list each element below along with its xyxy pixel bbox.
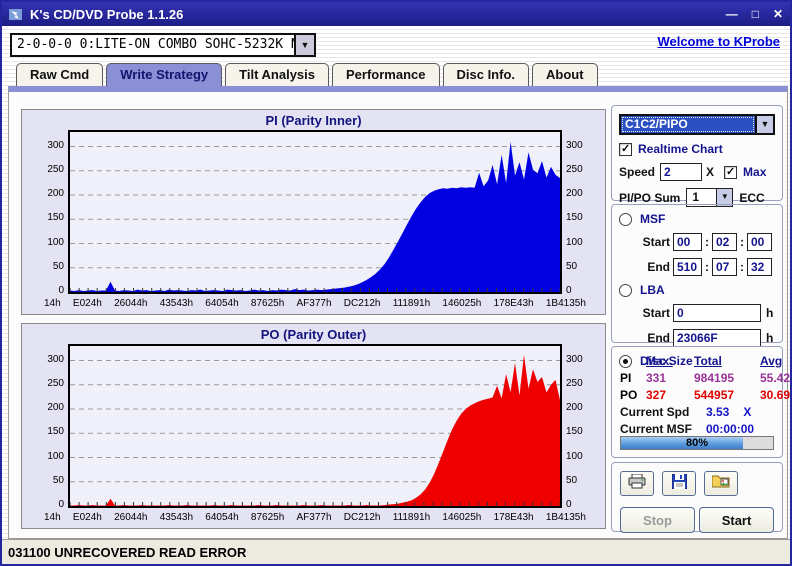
window-title: K's CD/DVD Probe 1.1.26 bbox=[30, 6, 184, 22]
stats-table: Max. Total Avg PI 331 984195 55.429 PO 3… bbox=[620, 354, 790, 402]
export-image-button[interactable] bbox=[704, 471, 738, 496]
lba-start-input[interactable] bbox=[673, 304, 761, 322]
po-row-label: PO bbox=[620, 388, 638, 402]
tab-tilt-analysis[interactable]: Tilt Analysis bbox=[225, 63, 330, 86]
pipo-sum-value: 1 bbox=[692, 190, 700, 204]
pi-chart-title: PI (Parity Inner) bbox=[265, 113, 362, 128]
current-msf-label: Current MSF bbox=[620, 422, 692, 436]
drive-selector-value: 2-0-0-0 0:LITE-ON COMBO SOHC-5232K NK07 bbox=[17, 37, 294, 52]
msf-start-m[interactable] bbox=[673, 233, 702, 251]
capture-settings-group: C1C2/PIPO ▼ Realtime Chart Speed X Max P… bbox=[611, 105, 783, 207]
lba-end-label: End bbox=[647, 331, 670, 345]
msf-start-f[interactable] bbox=[747, 233, 772, 251]
progress-bar: 80% bbox=[620, 436, 774, 450]
chevron-down-icon[interactable]: ▼ bbox=[294, 35, 314, 55]
title-bar: K's CD/DVD Probe 1.1.26 — □ ✕ bbox=[2, 2, 790, 26]
mode-selector[interactable]: C1C2/PIPO ▼ bbox=[619, 114, 775, 135]
msf-start-s[interactable] bbox=[712, 233, 737, 251]
status-text: 031100 UNRECOVERED READ ERROR bbox=[8, 544, 247, 560]
disc-size-label: Disc Size bbox=[640, 354, 693, 368]
current-spd-label: Current Spd bbox=[620, 405, 690, 419]
pipo-sum-label: PI/PO Sum bbox=[619, 190, 681, 205]
pi-chart: 0 0 50 50 100 100 150 150 200 200 250 250 300 300 14h E… bbox=[22, 130, 605, 314]
stats-group: Max. Total Avg PI 331 984195 55.429 PO 3… bbox=[611, 346, 790, 458]
tab-bar: Raw Cmd Write Strategy Tilt Analysis Per… bbox=[16, 63, 598, 86]
status-bar: 031100 UNRECOVERED READ ERROR bbox=[2, 539, 790, 564]
max-label: Max bbox=[743, 165, 767, 179]
pi-avg: 55.429 bbox=[760, 371, 791, 385]
current-msf-value: 00:00:00 bbox=[706, 422, 755, 436]
welcome-link[interactable]: Welcome to KProbe bbox=[657, 34, 780, 49]
separator: : bbox=[705, 235, 709, 249]
realtime-chart-checkbox[interactable] bbox=[619, 142, 632, 156]
lba-label: LBA bbox=[640, 283, 665, 297]
po-chart: 0 0 50 50 100 100 150 150 200 200 250 250 300 300 14h E… bbox=[22, 344, 605, 528]
msf-radio[interactable] bbox=[619, 212, 632, 226]
speed-unit: X bbox=[706, 165, 715, 179]
current-spd-unit: X bbox=[743, 405, 752, 419]
maximize-button[interactable]: □ bbox=[751, 7, 759, 21]
range-group: MSF Start : : End : : LBA bbox=[611, 204, 783, 368]
chevron-down-icon[interactable]: ▼ bbox=[755, 116, 773, 133]
chevron-down-icon[interactable]: ▼ bbox=[716, 189, 733, 206]
mode-selector-value: C1C2/PIPO bbox=[621, 116, 755, 133]
floppy-disk-icon bbox=[671, 473, 687, 494]
folder-image-icon bbox=[711, 474, 730, 493]
printer-icon bbox=[628, 473, 646, 494]
msf-end-label: End bbox=[647, 260, 670, 274]
tab-disc-info[interactable]: Disc Info. bbox=[442, 63, 530, 86]
msf-end-s[interactable] bbox=[712, 258, 737, 276]
msf-label: MSF bbox=[640, 212, 666, 226]
lba-end-unit: h bbox=[766, 331, 774, 345]
stats-header-avg: Avg bbox=[760, 354, 783, 368]
tab-performance[interactable]: Performance bbox=[332, 63, 440, 86]
stats-header-total: Total bbox=[694, 354, 722, 368]
max-checkbox[interactable] bbox=[724, 165, 738, 179]
lba-end-input[interactable] bbox=[673, 329, 761, 347]
pipo-sum-selector[interactable]: 1 ▼ bbox=[686, 188, 734, 207]
po-max: 327 bbox=[646, 388, 667, 402]
lba-start-label: Start bbox=[642, 306, 670, 320]
msf-start-label: Start bbox=[642, 235, 670, 249]
separator: : bbox=[705, 260, 709, 274]
pi-max: 331 bbox=[646, 371, 667, 385]
po-chart-title: PO (Parity Outer) bbox=[260, 327, 367, 342]
save-button[interactable] bbox=[662, 471, 696, 496]
po-total: 544957 bbox=[694, 388, 735, 402]
current-spd-value: 3.53 bbox=[706, 405, 730, 419]
actions-group: Stop Start bbox=[611, 462, 783, 533]
speed-input[interactable] bbox=[660, 163, 703, 181]
drive-selector[interactable]: 2-0-0-0 0:LITE-ON COMBO SOHC-5232K NK07 … bbox=[10, 33, 316, 57]
print-button[interactable] bbox=[620, 471, 654, 496]
stats-header-max: Max. bbox=[646, 354, 673, 368]
pi-total: 984195 bbox=[694, 371, 735, 385]
msf-end-m[interactable] bbox=[673, 258, 702, 276]
po-avg: 30.691 bbox=[760, 388, 791, 402]
msf-end-f[interactable] bbox=[747, 258, 772, 276]
speed-label: Speed bbox=[619, 165, 656, 179]
disc-size-radio[interactable] bbox=[619, 354, 632, 368]
tab-about[interactable]: About bbox=[532, 63, 598, 86]
write-strategy-page: PI (Parity Inner) 0 0 50 50 100 100 150 150 200 2… bbox=[8, 86, 790, 539]
lba-start-unit: h bbox=[766, 306, 774, 320]
separator: : bbox=[740, 260, 744, 274]
app-icon bbox=[9, 8, 24, 21]
tab-raw-cmd[interactable]: Raw Cmd bbox=[16, 63, 104, 86]
po-chart-panel: PO (Parity Outer) 0 0 50 50 100 100 150 150 200 2… bbox=[21, 323, 606, 529]
pi-chart-panel: PI (Parity Inner) 0 0 50 50 100 100 150 150 200 2… bbox=[21, 109, 606, 315]
close-button[interactable]: ✕ bbox=[772, 7, 783, 21]
minimize-button[interactable]: — bbox=[725, 7, 738, 21]
stop-button[interactable]: Stop bbox=[620, 507, 695, 533]
progress-fill bbox=[621, 437, 743, 449]
progress-label: 80% bbox=[685, 437, 709, 449]
realtime-chart-label: Realtime Chart bbox=[638, 142, 723, 156]
separator: : bbox=[740, 235, 744, 249]
pipo-sum-unit: ECC bbox=[739, 190, 765, 205]
lba-radio[interactable] bbox=[619, 283, 632, 297]
tab-write-strategy[interactable]: Write Strategy bbox=[106, 63, 223, 86]
start-button[interactable]: Start bbox=[699, 507, 774, 533]
pi-row-label: PI bbox=[620, 371, 632, 385]
